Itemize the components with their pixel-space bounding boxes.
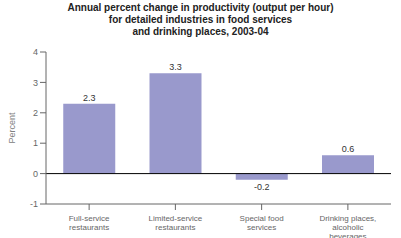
svg-text:0: 0 <box>33 169 38 179</box>
svg-text:Percent: Percent <box>7 112 17 144</box>
svg-text:0.6: 0.6 <box>342 144 355 154</box>
html-text:for detailed industries in foo: for detailed industries in food services <box>108 14 293 25</box>
svg-text:4: 4 <box>33 47 38 57</box>
html-text:and drinking places, 2003-04: and drinking places, 2003-04 <box>132 26 269 37</box>
svg-text:3.3: 3.3 <box>169 62 182 72</box>
svg-text:-1: -1 <box>30 199 38 209</box>
svg-text:3: 3 <box>33 78 38 88</box>
svg-text:1: 1 <box>33 138 38 148</box>
svg-text:Special foodservices: Special foodservices <box>240 214 284 232</box>
svg-text:Full-servicerestaurants: Full-servicerestaurants <box>69 214 110 232</box>
svg-text:Limited-servicerestaurants: Limited-servicerestaurants <box>148 214 202 232</box>
svg-text:2: 2 <box>33 108 38 118</box>
svg-text:2.3: 2.3 <box>83 93 96 103</box>
svg-text:-0.2: -0.2 <box>254 182 270 192</box>
html-text:Annual percent change in produ: Annual percent change in productivity (o… <box>67 2 334 13</box>
svg-text:Drinking places,alcoholicbever: Drinking places,alcoholicbeverages <box>319 214 376 238</box>
